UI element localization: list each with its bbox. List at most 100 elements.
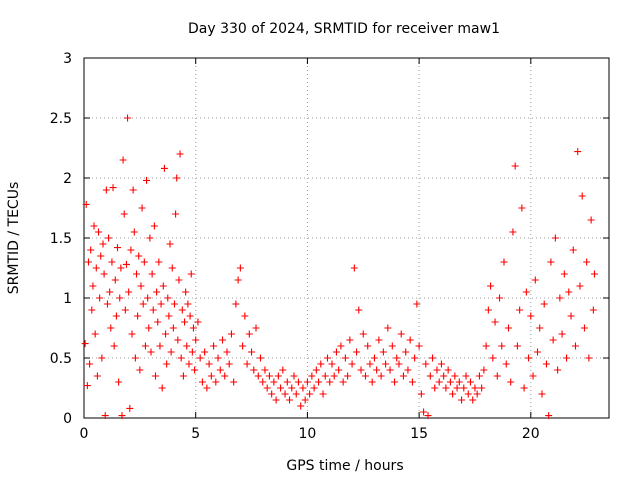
- data-point: [137, 282, 145, 290]
- data-point: [245, 330, 253, 338]
- data-point: [201, 348, 209, 356]
- y-tick-label: 1: [63, 291, 72, 307]
- data-point: [346, 336, 354, 344]
- data-point: [134, 312, 142, 320]
- data-point: [554, 366, 562, 374]
- data-point: [558, 330, 566, 338]
- data-point: [105, 234, 113, 242]
- data-point: [589, 306, 597, 314]
- data-point: [163, 360, 171, 368]
- data-point: [413, 300, 421, 308]
- data-point: [265, 372, 273, 380]
- data-point: [350, 264, 358, 272]
- data-point: [196, 354, 204, 362]
- y-tick-label: 3: [63, 51, 72, 67]
- data-point: [440, 372, 448, 380]
- data-point: [184, 300, 192, 308]
- y-axis-label: SRMTID / TECUs: [6, 182, 22, 295]
- data-point: [140, 258, 148, 266]
- plot-frame: [83, 57, 610, 419]
- data-point: [191, 366, 199, 374]
- x-tick-label: 5: [191, 426, 200, 442]
- data-point: [451, 372, 459, 380]
- data-point: [353, 348, 361, 356]
- data-point: [583, 258, 591, 266]
- data-point: [177, 354, 185, 362]
- data-point: [82, 200, 90, 208]
- data-point: [93, 372, 101, 380]
- data-point: [147, 348, 155, 356]
- data-point: [156, 342, 164, 350]
- data-point: [100, 270, 108, 278]
- data-point: [460, 384, 468, 392]
- data-point: [442, 384, 450, 392]
- data-point: [133, 270, 140, 278]
- data-point: [578, 192, 586, 200]
- data-point: [531, 276, 539, 284]
- data-point: [248, 348, 256, 356]
- data-point: [511, 162, 519, 170]
- data-point: [306, 390, 314, 398]
- data-point: [187, 270, 195, 278]
- data-point: [212, 378, 220, 386]
- data-point: [469, 396, 477, 404]
- data-point: [146, 234, 154, 242]
- data-point: [549, 336, 557, 344]
- data-point: [299, 384, 307, 392]
- data-point: [128, 330, 136, 338]
- data-point: [270, 378, 278, 386]
- data-point: [227, 330, 235, 338]
- data-point: [402, 348, 410, 356]
- data-point: [164, 294, 172, 302]
- data-point: [115, 378, 123, 386]
- data-point: [243, 360, 251, 368]
- data-point: [525, 354, 533, 362]
- data-point: [279, 366, 287, 374]
- data-point: [466, 378, 474, 386]
- data-point: [290, 372, 298, 380]
- data-point: [135, 252, 143, 260]
- data-point: [139, 300, 147, 308]
- data-point: [590, 270, 598, 278]
- data-point: [478, 384, 486, 392]
- data-point: [379, 348, 387, 356]
- data-point: [143, 176, 151, 184]
- data-point: [223, 348, 231, 356]
- data-point: [138, 204, 146, 212]
- data-point: [120, 210, 128, 218]
- data-point: [384, 324, 392, 332]
- data-point: [207, 372, 215, 380]
- data-point: [446, 378, 454, 386]
- data-point: [393, 354, 401, 362]
- data-point: [297, 402, 305, 410]
- data-point: [130, 228, 138, 236]
- data-point: [183, 342, 191, 350]
- data-point: [170, 300, 178, 308]
- data-point: [540, 300, 548, 308]
- data-point: [368, 378, 376, 386]
- data-point: [286, 396, 294, 404]
- data-point: [565, 288, 573, 296]
- data-point: [522, 288, 530, 296]
- data-point: [464, 390, 472, 398]
- data-point: [125, 288, 133, 296]
- data-point: [192, 336, 200, 344]
- x-tick-label: 10: [298, 426, 316, 442]
- data-point: [256, 354, 264, 362]
- data-point: [355, 306, 363, 314]
- data-point: [449, 390, 457, 398]
- data-point: [509, 228, 517, 236]
- data-point: [252, 324, 260, 332]
- data-point: [236, 264, 244, 272]
- data-point: [149, 306, 157, 314]
- data-point: [437, 360, 445, 368]
- data-point: [330, 372, 338, 380]
- data-point: [216, 366, 224, 374]
- data-point: [155, 258, 163, 266]
- data-point: [580, 324, 588, 332]
- data-point: [166, 240, 174, 248]
- data-point: [122, 260, 130, 268]
- axis-ticks: 0 5 10 15 20 0 0.5 1 1.5 2 2.5 3: [50, 51, 609, 442]
- data-point: [337, 342, 345, 350]
- data-point: [259, 378, 267, 386]
